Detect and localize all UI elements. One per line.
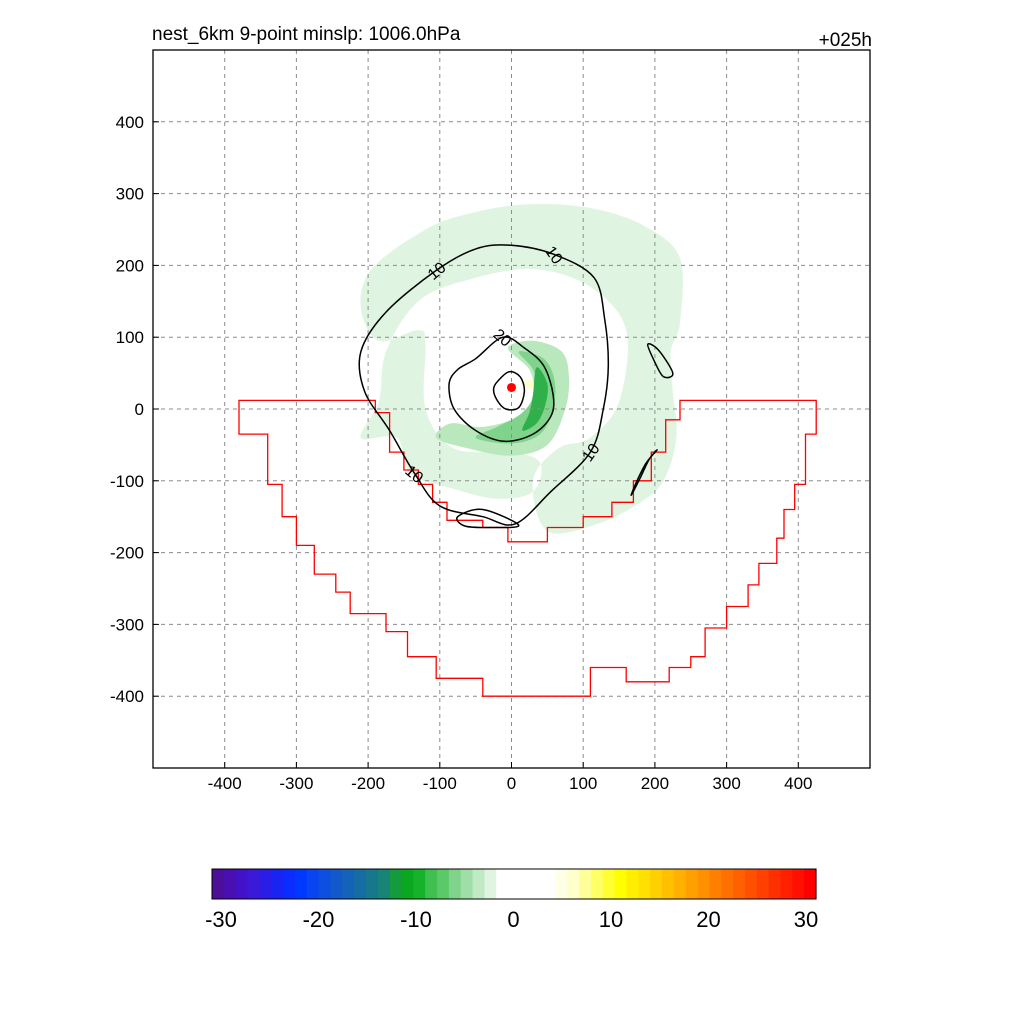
colorbar-swatch (508, 869, 521, 899)
colorbar-swatch (259, 869, 272, 899)
colorbar-swatch (756, 869, 770, 899)
colorbar-swatch (638, 869, 651, 899)
colorbar-swatch (744, 869, 758, 899)
colorbar-swatch (437, 869, 450, 899)
colorbar-swatch (271, 869, 284, 899)
y-tick-label: -200 (110, 544, 144, 563)
domain-outline-line (238, 399, 817, 697)
colorbar-swatch (780, 869, 793, 899)
x-tick-label: 300 (712, 774, 740, 793)
center-marker-layer (507, 382, 516, 392)
colorbar-swatch (365, 869, 379, 899)
shaded-region-3 (522, 367, 548, 431)
y-tick-label: 300 (116, 185, 144, 204)
colorbar-swatch (212, 869, 225, 899)
y-tick-label: -300 (110, 615, 144, 634)
colorbar-swatch (425, 869, 438, 899)
y-axis: -400 -300 -200 -100 0 100 200 300 400 (110, 113, 159, 706)
shaded-region-4 (524, 379, 534, 390)
chart-title: nest_6km 9-point minslp: 1006.0hPa (152, 24, 461, 45)
y-tick-label: -400 (110, 687, 144, 706)
colorbar-swatch (401, 869, 414, 899)
contour-line-10 (630, 449, 658, 496)
colorbar-swatch (602, 869, 616, 899)
shaded-field (360, 204, 684, 534)
contour-line-10 (456, 508, 520, 529)
colorbar-swatch (650, 869, 663, 899)
colorbar-frame (211, 868, 817, 900)
colorbar-swatch (519, 869, 533, 899)
colorbar-swatch (614, 869, 628, 899)
colorbar-swatch (413, 869, 426, 899)
colorbar-swatch (330, 869, 343, 899)
colorbar-swatch (555, 869, 568, 899)
x-tick-label: -300 (279, 774, 313, 793)
colorbar-swatch (590, 869, 604, 899)
colorbar-swatch (662, 869, 675, 899)
colorbar-swatch (283, 869, 296, 899)
colorbar-swatch (567, 869, 580, 899)
colorbar-swatch (294, 869, 308, 899)
forecast-hour-label: +025h (819, 30, 872, 51)
colorbar-swatch (733, 869, 746, 899)
grid-lines (153, 50, 870, 768)
colorbar-swatch (448, 869, 462, 899)
x-tick-label: -200 (351, 774, 385, 793)
contour-line-30 (492, 370, 526, 411)
colorbar-swatch (306, 869, 320, 899)
domain-outline (238, 399, 817, 697)
x-tick-label: -100 (423, 774, 457, 793)
colorbar-swatch (768, 869, 782, 899)
colorbar-swatch (389, 869, 403, 899)
y-tick-label: 200 (116, 256, 144, 275)
colorbar-swatch (626, 869, 639, 899)
colorbar-tick-label: 20 (696, 907, 720, 932)
colorbar-swatch (247, 869, 260, 899)
colorbar-swatch (377, 869, 391, 899)
x-tick-label: 400 (784, 774, 812, 793)
y-tick-label: 100 (116, 328, 144, 347)
colorbar-swatch (354, 869, 367, 899)
x-tick-label: 100 (569, 774, 597, 793)
colorbar-tick-label: -30 (205, 907, 237, 932)
contour-line-10 (646, 342, 674, 379)
contour-line-10 (358, 244, 610, 526)
colorbar-swatch (318, 869, 332, 899)
x-tick-label: -400 (208, 774, 242, 793)
colorbar-swatch (484, 869, 497, 899)
colorbar-swatch (697, 869, 711, 899)
colorbar-swatch (685, 869, 699, 899)
colorbar-swatch (804, 869, 817, 899)
colorbar-swatch (543, 869, 557, 899)
y-tick-label: -100 (110, 472, 144, 491)
colorbar-swatch (342, 869, 355, 899)
colorbar-swatch (673, 869, 687, 899)
colorbar-swatch (792, 869, 805, 899)
colorbar-tick-label: 10 (599, 907, 623, 932)
colorbar-swatch (709, 869, 722, 899)
x-tick-label: 0 (507, 774, 516, 793)
y-tick-label: 400 (116, 113, 144, 132)
colorbar-swatch (721, 869, 734, 899)
colorbar-swatch (531, 869, 545, 899)
colorbar-swatch (235, 869, 249, 899)
colorbar-tick-label: -10 (400, 907, 432, 932)
colorbar-swatch (460, 869, 474, 899)
colorbar-swatch (496, 869, 509, 899)
colorbar-swatch (472, 869, 485, 899)
colorbar-tick-label: 0 (507, 907, 519, 932)
y-tick-label: 0 (135, 400, 144, 419)
colorbar-tick-label: -20 (303, 907, 335, 932)
storm-center-marker (507, 382, 516, 392)
colorbar: -30 -20 -10 0 10 20 30 (205, 868, 818, 932)
x-axis: -400 -300 -200 -100 0 100 200 300 400 (208, 762, 812, 793)
contour-line-20 (448, 336, 555, 443)
colorbar-swatch (579, 869, 592, 899)
colorbar-swatch (223, 869, 237, 899)
shaded-region-0 (360, 204, 684, 534)
colorbar-tick-label: 30 (794, 907, 818, 932)
x-tick-label: 200 (641, 774, 669, 793)
